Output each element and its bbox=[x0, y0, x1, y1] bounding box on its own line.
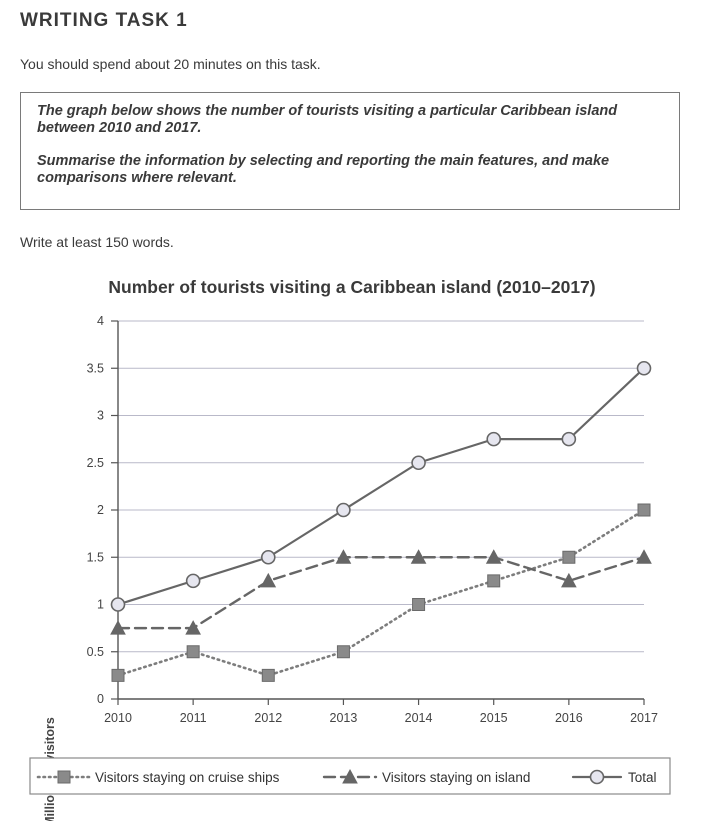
series-line bbox=[116, 367, 646, 606]
y-tick-label: 2 bbox=[97, 503, 104, 517]
x-tick-label: 2012 bbox=[254, 711, 282, 725]
legend-marker-circle bbox=[589, 769, 605, 785]
y-tick-label: 0 bbox=[97, 692, 104, 706]
data-point-triangle bbox=[561, 572, 577, 588]
data-point-square bbox=[487, 574, 501, 588]
data-point-circle bbox=[486, 431, 502, 447]
series-line bbox=[116, 556, 646, 630]
task-instruction: Summarise the information by selecting a… bbox=[37, 153, 610, 186]
word-count-instruction: Write at least 150 words. bbox=[20, 234, 174, 250]
legend: Visitors staying on cruise ships Visitors… bbox=[29, 757, 671, 795]
x-axis-ticks: 2010 2011 2012 2013 2014 2015 2016 2017 bbox=[104, 699, 658, 725]
task-heading: WRITING TASK 1 bbox=[20, 10, 188, 31]
series-triangle bbox=[110, 549, 652, 635]
data-point-triangle bbox=[185, 620, 201, 635]
data-point-square bbox=[186, 645, 200, 659]
task-description: The graph below shows the number of tour… bbox=[37, 103, 618, 136]
line-chart: Number of tourists visiting a Caribbean … bbox=[29, 277, 671, 821]
data-point-circle bbox=[185, 573, 201, 589]
x-tick-label: 2017 bbox=[630, 711, 658, 725]
y-tick-label: 1 bbox=[97, 598, 104, 612]
series-layer bbox=[110, 360, 652, 682]
data-point-square bbox=[111, 668, 125, 682]
legend-marker-square bbox=[57, 770, 71, 784]
data-point-triangle bbox=[260, 572, 277, 588]
x-tick-label: 2010 bbox=[104, 711, 132, 725]
task-prompt-box: The graph below shows the number of tour… bbox=[20, 92, 680, 210]
y-tick-label: 2.5 bbox=[87, 456, 104, 470]
data-point-circle bbox=[260, 549, 276, 565]
series-square bbox=[111, 503, 651, 682]
data-point-triangle bbox=[636, 549, 652, 564]
data-point-circle bbox=[336, 502, 351, 518]
x-tick-label: 2011 bbox=[180, 711, 207, 725]
legend-label: Visitors staying on island bbox=[382, 770, 530, 785]
data-point-square bbox=[412, 598, 426, 611]
legend-label: Visitors staying on cruise ships bbox=[95, 770, 280, 785]
data-point-square bbox=[336, 645, 350, 659]
data-point-square bbox=[261, 668, 275, 682]
x-tick-label: 2015 bbox=[480, 711, 508, 725]
x-tick-label: 2016 bbox=[555, 711, 583, 725]
data-point-triangle bbox=[335, 549, 352, 564]
y-tick-label: 0.5 bbox=[87, 645, 104, 659]
data-point-square bbox=[562, 550, 576, 564]
data-point-square bbox=[637, 503, 651, 517]
y-tick-label: 4 bbox=[97, 314, 104, 328]
data-point-triangle bbox=[410, 549, 427, 564]
data-point-triangle bbox=[110, 620, 126, 635]
data-point-triangle bbox=[485, 549, 502, 564]
x-tick-label: 2014 bbox=[405, 711, 433, 725]
legend-label: Total bbox=[628, 770, 657, 785]
time-instruction: You should spend about 20 minutes on thi… bbox=[20, 56, 321, 72]
data-point-circle bbox=[561, 431, 577, 447]
chart-title: Number of tourists visiting a Caribbean … bbox=[108, 277, 595, 297]
data-point-circle bbox=[411, 455, 426, 471]
series-circle bbox=[110, 360, 652, 612]
series-line bbox=[116, 508, 646, 677]
y-tick-label: 1.5 bbox=[87, 550, 104, 564]
y-tick-label: 3 bbox=[97, 409, 104, 423]
data-point-circle bbox=[110, 597, 126, 612]
x-tick-label: 2013 bbox=[330, 711, 358, 725]
legend-marker-triangle bbox=[342, 768, 358, 784]
y-tick-label: 3.5 bbox=[87, 361, 104, 375]
data-point-circle bbox=[636, 360, 652, 376]
y-axis-ticks: 0 0.5 1 1.5 2 2.5 3 3.5 4 bbox=[87, 314, 118, 706]
